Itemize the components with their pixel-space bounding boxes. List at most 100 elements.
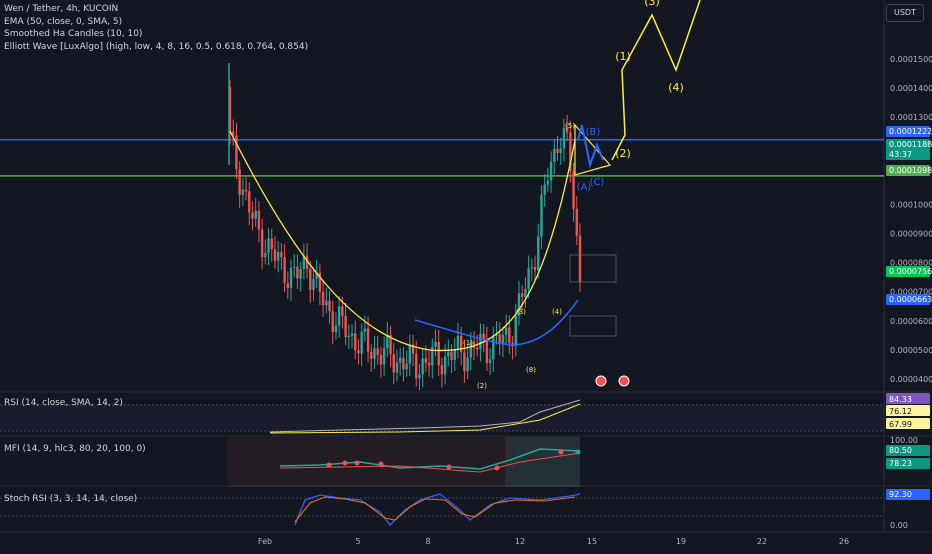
- mfi-dot: [326, 462, 332, 468]
- rsi-value-tag: [886, 405, 930, 416]
- rsi-band: [0, 405, 884, 431]
- candle-body: [443, 356, 447, 375]
- stoch-value-tag: [886, 489, 930, 500]
- candle-body: [241, 189, 245, 195]
- price-tick-label: 0.0000800: [890, 259, 932, 268]
- candle-body: [402, 357, 405, 370]
- candle-body: [392, 354, 395, 373]
- mfi-dot: [378, 461, 384, 467]
- candle-body: [546, 180, 550, 185]
- time-axis-label: 19: [676, 537, 686, 546]
- price-tag-label: 0.0001188: [889, 140, 932, 149]
- mfi-value-tag: [886, 458, 930, 469]
- candle-body: [492, 335, 495, 360]
- candle-body: [302, 255, 306, 270]
- mfi-signal: [279, 452, 581, 473]
- projection-label: (3): [644, 0, 660, 8]
- candle-body: [408, 344, 412, 364]
- candle-body: [373, 348, 376, 359]
- time-axis-label: 8: [425, 537, 430, 546]
- candle-body: [305, 255, 309, 269]
- correction-zigzag: [577, 124, 604, 169]
- candle-body: [421, 358, 424, 375]
- candle-body: [569, 132, 572, 172]
- price-tick-label: 0.0001000: [890, 200, 932, 209]
- candle-body: [424, 358, 428, 363]
- candle-body: [312, 278, 315, 290]
- price-tick-label: 0.0000600: [890, 317, 932, 326]
- candle-body: [389, 334, 392, 355]
- candle-body: [260, 229, 264, 258]
- candle-body: [309, 268, 312, 290]
- wave-label-small: (1): [463, 339, 473, 347]
- candle-body: [543, 184, 546, 195]
- ema-indicator-label[interactable]: EMA (50, close, 0, SMA, 5): [4, 16, 123, 27]
- candle-body: [379, 354, 383, 365]
- price-tag-label: 0.0000663: [889, 295, 932, 304]
- rsi-title[interactable]: RSI (14, close, SMA, 14, 2): [4, 398, 123, 408]
- mfi-dot: [446, 464, 452, 470]
- candle-body: [238, 169, 241, 195]
- candle-body: [453, 349, 456, 361]
- rsi-value: 76.12: [889, 407, 912, 416]
- candle-body: [533, 267, 537, 271]
- candle-body: [328, 300, 331, 312]
- candle-body: [366, 328, 370, 352]
- candle-body: [296, 266, 299, 279]
- candle-body: [270, 238, 273, 250]
- candle-body: [495, 333, 498, 336]
- fib-box: [569, 254, 617, 283]
- candle-body: [469, 341, 473, 358]
- candle-body: [504, 327, 508, 335]
- candle-body: [273, 249, 277, 261]
- candle-body: [553, 148, 556, 162]
- wave-label-small: (4): [552, 308, 562, 316]
- price-tag-bg: [886, 126, 930, 137]
- price-tick-label: 0.0000400: [890, 375, 932, 384]
- mfi-axis-top: 100.00: [890, 436, 918, 445]
- candle-body: [257, 210, 261, 230]
- candle-body: [228, 87, 232, 132]
- candle-body: [360, 331, 363, 354]
- mfi-dot: [342, 460, 348, 466]
- fib-box: [569, 315, 617, 337]
- rsi-ma-line: [269, 403, 581, 434]
- price-tag-label: 43:37: [889, 150, 912, 159]
- candle-body: [459, 335, 463, 353]
- candle-body: [488, 359, 492, 364]
- price-tag-bg: [886, 139, 930, 150]
- candle-body: [565, 127, 569, 133]
- elliott-indicator-label[interactable]: Elliott Wave [LuxAlgo] (high, low, 4, 8,…: [4, 41, 309, 52]
- stoch-title[interactable]: Stoch RSI (3, 3, 14, 14, close): [4, 494, 138, 504]
- candle-body: [562, 127, 566, 149]
- price-tag-bg: [886, 165, 930, 176]
- time-axis-label: 22: [757, 537, 767, 546]
- symbol-line[interactable]: Wen / Tether, 4h, KUCOIN: [4, 4, 119, 14]
- cup-curve: [229, 130, 576, 352]
- candle-body: [350, 333, 354, 336]
- candle-body: [463, 352, 466, 372]
- candle-body: [254, 210, 257, 219]
- candle-body: [235, 135, 238, 170]
- ha-indicator-label[interactable]: Smoothed Ha Candles (10, 10): [4, 29, 143, 39]
- mfi-zone-green: [505, 437, 580, 487]
- time-axis-label: Feb: [258, 537, 272, 546]
- projection-label: (1): [615, 50, 631, 63]
- candle-body: [437, 341, 440, 366]
- candle-body: [334, 325, 338, 333]
- candle-body: [482, 333, 485, 340]
- candle-body: [501, 334, 505, 345]
- mfi-dot: [575, 449, 581, 455]
- candle-body: [382, 348, 386, 365]
- mfi-title[interactable]: MFI (14, 9, hlc3, 80, 20, 100, 0): [4, 444, 146, 454]
- correction-label: (C): [590, 177, 605, 188]
- candle-body: [530, 267, 534, 269]
- candle-body: [517, 293, 521, 316]
- candle-body: [537, 236, 540, 271]
- candle-body: [456, 335, 460, 350]
- mfi-value: 80.50: [889, 446, 912, 455]
- currency-button[interactable]: USDT: [886, 4, 924, 22]
- ema-line: [414, 299, 579, 346]
